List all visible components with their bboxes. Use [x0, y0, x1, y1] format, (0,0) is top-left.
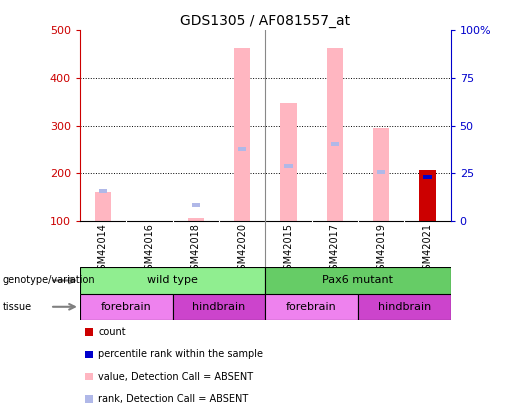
- Bar: [280, 103, 297, 221]
- Text: wild type: wild type: [147, 275, 198, 286]
- Text: percentile rank within the sample: percentile rank within the sample: [98, 350, 263, 359]
- Bar: [192, 203, 200, 207]
- Text: GSM42021: GSM42021: [422, 223, 433, 276]
- Title: GDS1305 / AF081557_at: GDS1305 / AF081557_at: [180, 14, 350, 28]
- Bar: [358, 294, 451, 320]
- Bar: [373, 128, 389, 221]
- Text: GSM42016: GSM42016: [144, 223, 154, 276]
- Text: GSM42017: GSM42017: [330, 223, 340, 276]
- Text: GSM42020: GSM42020: [237, 223, 247, 276]
- Text: GSM42015: GSM42015: [283, 223, 294, 276]
- Bar: [95, 192, 111, 221]
- Bar: [419, 170, 436, 221]
- Bar: [80, 267, 265, 294]
- Bar: [265, 267, 451, 294]
- Text: tissue: tissue: [3, 302, 32, 312]
- Text: GSM42014: GSM42014: [98, 223, 108, 276]
- Text: Pax6 mutant: Pax6 mutant: [322, 275, 393, 286]
- Text: rank, Detection Call = ABSENT: rank, Detection Call = ABSENT: [98, 394, 249, 404]
- Bar: [265, 294, 358, 320]
- Text: hindbrain: hindbrain: [192, 302, 246, 312]
- Text: forebrain: forebrain: [286, 302, 337, 312]
- Bar: [377, 170, 385, 174]
- Bar: [327, 49, 343, 221]
- Text: count: count: [98, 327, 126, 337]
- Bar: [80, 294, 173, 320]
- Bar: [284, 164, 293, 168]
- Text: genotype/variation: genotype/variation: [3, 275, 95, 286]
- Bar: [187, 218, 204, 221]
- Bar: [99, 189, 107, 193]
- Text: GSM42019: GSM42019: [376, 223, 386, 276]
- Text: GSM42018: GSM42018: [191, 223, 201, 276]
- Text: value, Detection Call = ABSENT: value, Detection Call = ABSENT: [98, 372, 253, 382]
- Bar: [173, 294, 265, 320]
- Bar: [234, 49, 250, 221]
- Bar: [238, 147, 246, 151]
- Text: forebrain: forebrain: [101, 302, 151, 312]
- Bar: [331, 142, 339, 145]
- Bar: [423, 175, 432, 179]
- Text: hindbrain: hindbrain: [377, 302, 431, 312]
